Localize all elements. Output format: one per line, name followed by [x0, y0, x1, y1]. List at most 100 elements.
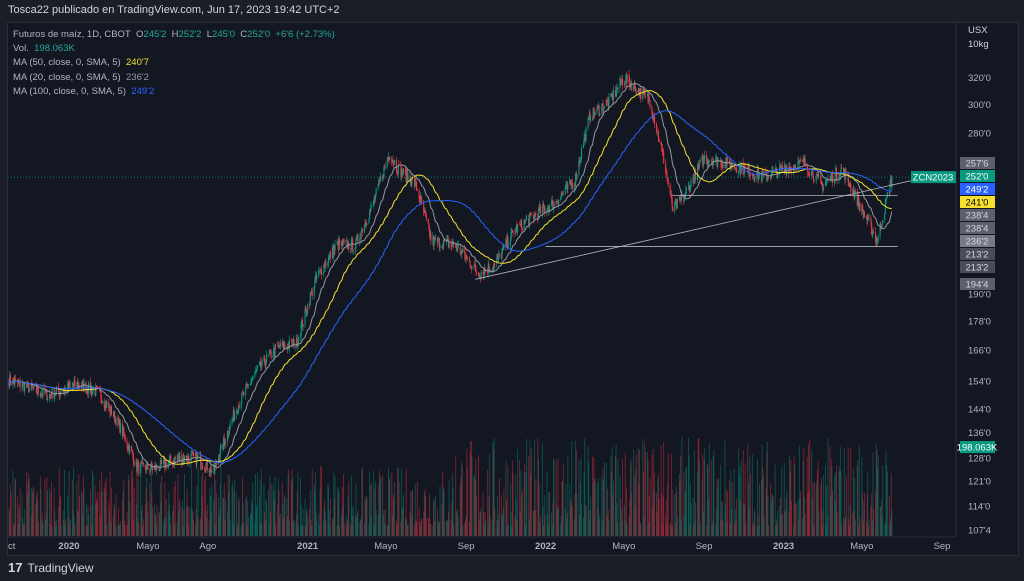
volume-bar [192, 511, 194, 536]
candle-body [754, 177, 756, 180]
price-label [960, 209, 995, 221]
volume-bar [716, 508, 717, 536]
volume-bar [862, 492, 863, 536]
volume-bar [592, 483, 594, 536]
volume-bar [743, 503, 745, 536]
volume-bar [680, 455, 682, 536]
candle-body [510, 231, 512, 240]
candle-body [571, 182, 573, 189]
volume-bar [447, 520, 449, 536]
candle-body [708, 161, 710, 165]
candle-body [324, 264, 326, 268]
volume-bar [524, 463, 526, 536]
volume-bar [785, 509, 787, 536]
volume-bar [753, 509, 755, 536]
volume-bar [158, 513, 160, 536]
candle-body [438, 238, 440, 239]
ma50-row[interactable]: MA (50, close, 0, SMA, 5) 240'7 [13, 56, 335, 70]
candle-body [246, 383, 248, 385]
volume-bar [59, 498, 61, 536]
candle-body [264, 363, 266, 367]
volume-bar [118, 524, 120, 536]
candle-body [187, 456, 189, 460]
volume-bar [791, 500, 792, 536]
candle-body [648, 97, 650, 102]
candle-body [680, 198, 682, 201]
volume-bar [809, 439, 811, 536]
candle-body [867, 215, 869, 221]
price-label [960, 441, 995, 454]
candle-body [857, 196, 859, 206]
volume-bar [261, 524, 263, 536]
candle-body [345, 239, 347, 243]
volume-bar [520, 470, 522, 536]
candle-body [488, 263, 490, 271]
volume-bar [830, 458, 832, 536]
volume-bar [15, 479, 17, 536]
candle-body [833, 181, 836, 183]
volume-bar [689, 525, 691, 536]
volume-bar [661, 492, 663, 536]
candle-body [825, 181, 827, 184]
volume-bar [354, 516, 356, 536]
candle-body [879, 224, 881, 237]
candle-body [269, 350, 271, 354]
candle-body [702, 156, 704, 166]
volume-bar [471, 456, 473, 536]
volume-bar [612, 494, 614, 536]
candle-body [698, 161, 701, 168]
candle-body [871, 223, 873, 235]
candle-body [183, 455, 186, 462]
candle-body [597, 106, 599, 108]
currency-label: USX [968, 25, 988, 36]
candle-body [407, 175, 409, 181]
volume-bar [516, 520, 518, 536]
candle-body [393, 161, 395, 165]
volume-bar [834, 475, 835, 536]
candle-body [678, 197, 680, 199]
volume-bar [414, 525, 416, 536]
candle-body [425, 213, 427, 216]
volume-bar [352, 516, 354, 536]
candle-body [204, 469, 206, 471]
candle-body [646, 94, 648, 95]
candle-body [511, 230, 513, 232]
volume-bar [391, 472, 393, 536]
volume-bar [856, 465, 858, 536]
candle-body [772, 170, 774, 172]
candle-body [497, 256, 499, 260]
candle-body [749, 174, 751, 177]
candle-body [369, 210, 371, 219]
price-label [960, 261, 995, 273]
volume-bar [105, 477, 107, 536]
chart-panel[interactable] [7, 22, 1019, 556]
open-value: 245'2 [143, 29, 167, 40]
candle-body [223, 437, 225, 450]
candle-body [73, 383, 75, 387]
volume-bar [841, 524, 843, 536]
volume-bar [195, 524, 196, 536]
candle-body [141, 462, 143, 464]
candle-body [666, 172, 668, 178]
candle-body [238, 405, 240, 412]
candle-body [389, 158, 391, 160]
volume-bar [797, 500, 799, 536]
candle-body [730, 162, 733, 166]
volume-bar [128, 479, 130, 536]
volume-bar [628, 517, 630, 536]
volume-bar [789, 472, 791, 536]
candle-body [820, 180, 823, 184]
volume-bar [375, 481, 376, 536]
volume-bar [562, 481, 564, 536]
volume-bar [283, 517, 285, 536]
candle-body [48, 394, 51, 398]
volume-bar [324, 511, 326, 536]
x-tick-label: Mayo [374, 541, 397, 552]
ma100-row[interactable]: MA (100, close, 0, SMA, 5) 249'2 [13, 85, 335, 99]
volume-bar [708, 498, 710, 536]
ma20-row[interactable]: MA (20, close, 0, SMA, 5) 236'2 [13, 71, 335, 85]
candle-body [168, 461, 170, 463]
volume-bar [886, 471, 888, 536]
volume-bar [273, 491, 275, 536]
